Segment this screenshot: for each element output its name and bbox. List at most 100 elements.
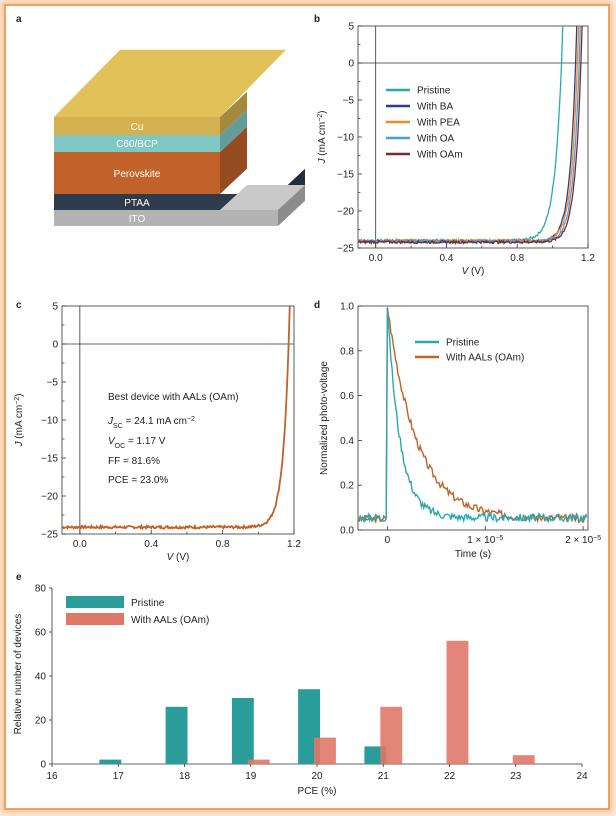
stack-layer-side <box>220 91 247 135</box>
annotation-title: Best device with AALs (OAm) <box>108 392 239 403</box>
y-axis-label: Relative number of devices <box>13 614 24 735</box>
panel-e-axes: 0 20 40 60 80 16 17 18 19 20 21 22 23 24 PCE (%) Relati… <box>13 584 588 798</box>
y-tick-label: 40 <box>35 672 47 683</box>
x-tick-label: 20 <box>311 771 323 782</box>
y-label-sup: −2 <box>317 114 324 122</box>
y-tick-label: −10 <box>337 133 354 144</box>
annotation-voc-subscript: OC <box>115 443 126 450</box>
y-tick-label: −15 <box>337 170 354 181</box>
y-tick-label: −20 <box>337 207 354 218</box>
legend-label-with-pea: With PEA <box>417 118 460 129</box>
y-tick-label: 0.6 <box>340 391 354 402</box>
bar-aals-21 <box>380 706 403 764</box>
x-tick-label: 18 <box>179 771 191 782</box>
x-tick-label: 2 × 10−5 <box>565 535 601 547</box>
legend-swatch <box>66 613 124 625</box>
x-tick-exp: −5 <box>593 535 601 542</box>
panel-letter-a: a <box>16 14 22 25</box>
x-tick-label: 24 <box>576 771 588 782</box>
stack-layer-label: C60/BCP <box>116 139 158 150</box>
x-tick-label: 0.8 <box>216 539 230 550</box>
legend-label-with-oa: With OA <box>417 134 455 145</box>
x-axis-label: PCE (%) <box>298 786 337 797</box>
x-tick-label: 19 <box>245 771 257 782</box>
x-tick-label: 17 <box>113 771 125 782</box>
plot-frame <box>357 305 589 531</box>
transient-pristine <box>357 308 588 524</box>
y-tick-label: 0 <box>348 59 354 70</box>
jv-curve-with-oa <box>358 26 581 245</box>
stack-layer-label: PTAA <box>124 198 150 209</box>
annotation-jsc-symbol: J <box>107 416 114 427</box>
legend-label-with-oam: With OAm <box>417 150 463 161</box>
bar-aals-20 <box>314 737 336 764</box>
bar-pristine-17 <box>99 759 122 764</box>
x-tick-label: 22 <box>444 771 456 782</box>
x-axis-label: Time (s) <box>455 549 491 560</box>
annotation-voc: VOC = 1.17 V <box>108 436 166 450</box>
legend-label: With AALs (OAm) <box>446 353 524 364</box>
stack-layer-front <box>54 210 278 226</box>
panel-letter-d: d <box>314 300 320 311</box>
y-tick-label: 1.0 <box>340 302 354 313</box>
x-tick-label: 1 × 10−5 <box>467 535 503 547</box>
jv-curve-with-oam <box>358 26 583 246</box>
x-tick-label: 0 <box>385 535 391 546</box>
stack-layer-front <box>54 135 220 152</box>
x-tick-label: 0.4 <box>440 253 454 264</box>
panel-c-axes: 5 0 −5 −10 −15 −20 −25 0.0 0.4 0.8 1.2 V (V) J (mA c… <box>14 302 302 564</box>
x-axis-label-symbol: V <box>167 552 175 563</box>
x-axis-label: V (V) <box>462 266 485 277</box>
panel-letter-c: c <box>16 300 22 311</box>
y-tick-label: 5 <box>52 302 58 313</box>
jv-curve-best-device <box>62 306 291 531</box>
x-tick-label: 1.2 <box>287 539 301 550</box>
ito-top-face <box>220 185 305 210</box>
y-tick-label: 0 <box>52 340 58 351</box>
stack-layer-side <box>278 184 305 226</box>
y-label-sup: −2 <box>14 397 21 405</box>
panel-d-axes: 0.00.20.40.60.81.00 1 × 10−5 2 × 10−5Time … <box>319 302 601 561</box>
annotation-pce: PCE = 23.0% <box>108 475 168 486</box>
annotation-jsc-subscript: SC <box>113 423 123 430</box>
y-label-unit: (mA cm <box>14 405 25 442</box>
x-tick-label: 1.2 <box>581 253 595 264</box>
y-tick-label: 60 <box>35 628 47 639</box>
x-tick-label: 0.0 <box>369 253 383 264</box>
x-tick-label: 16 <box>46 771 58 782</box>
annotation-jsc-sup: −2 <box>187 416 195 423</box>
legend-label-with-ba: With BA <box>417 102 453 113</box>
y-tick-label: 20 <box>35 716 47 727</box>
cu-top-face <box>54 49 286 117</box>
bar-aals-23 <box>512 755 535 764</box>
panel-letter-e: e <box>16 572 22 583</box>
y-tick-label: −15 <box>41 454 58 465</box>
stack-layer-side <box>220 109 247 152</box>
x-tick-label: 0.8 <box>510 253 524 264</box>
stack-layer-front <box>54 152 220 194</box>
x-tick-base: 2 × 10 <box>565 535 594 546</box>
y-tick-label: 5 <box>348 22 354 33</box>
y-tick-label: 0 <box>40 760 46 771</box>
stack-layer-side <box>220 126 247 194</box>
y-tick-label: −10 <box>41 416 58 427</box>
bar-aals-22 <box>446 640 469 764</box>
x-axis-label: V (V) <box>167 552 190 563</box>
x-tick-label: 0.0 <box>73 539 87 550</box>
y-tick-label: −5 <box>343 96 355 107</box>
x-tick-label: 23 <box>510 771 522 782</box>
annotation-jsc: JSC = 24.1 mA cm−2 <box>107 416 195 430</box>
y-axis-label: J (mA cm−2) <box>14 394 26 448</box>
y-tick-label: 0.4 <box>340 436 354 447</box>
panel-b-axes: 5 0 −5 −10 −15 −20 −25 0.0 0.4 0.8 1.2 V (V) J (mA c… <box>317 22 596 278</box>
x-axis-label-symbol: V <box>462 266 470 277</box>
y-label-unit: (mA cm <box>317 122 328 159</box>
panel-letter-b: b <box>314 14 320 25</box>
stack-layer-label: ITO <box>129 214 146 225</box>
legend-label: Pristine <box>131 598 165 609</box>
y-axis-label: J (mA cm−2) <box>317 111 329 165</box>
x-tick-base: 1 × 10 <box>467 535 496 546</box>
x-axis-label-unit: (V) <box>173 552 189 563</box>
x-axis-label-unit: (V) <box>468 266 484 277</box>
